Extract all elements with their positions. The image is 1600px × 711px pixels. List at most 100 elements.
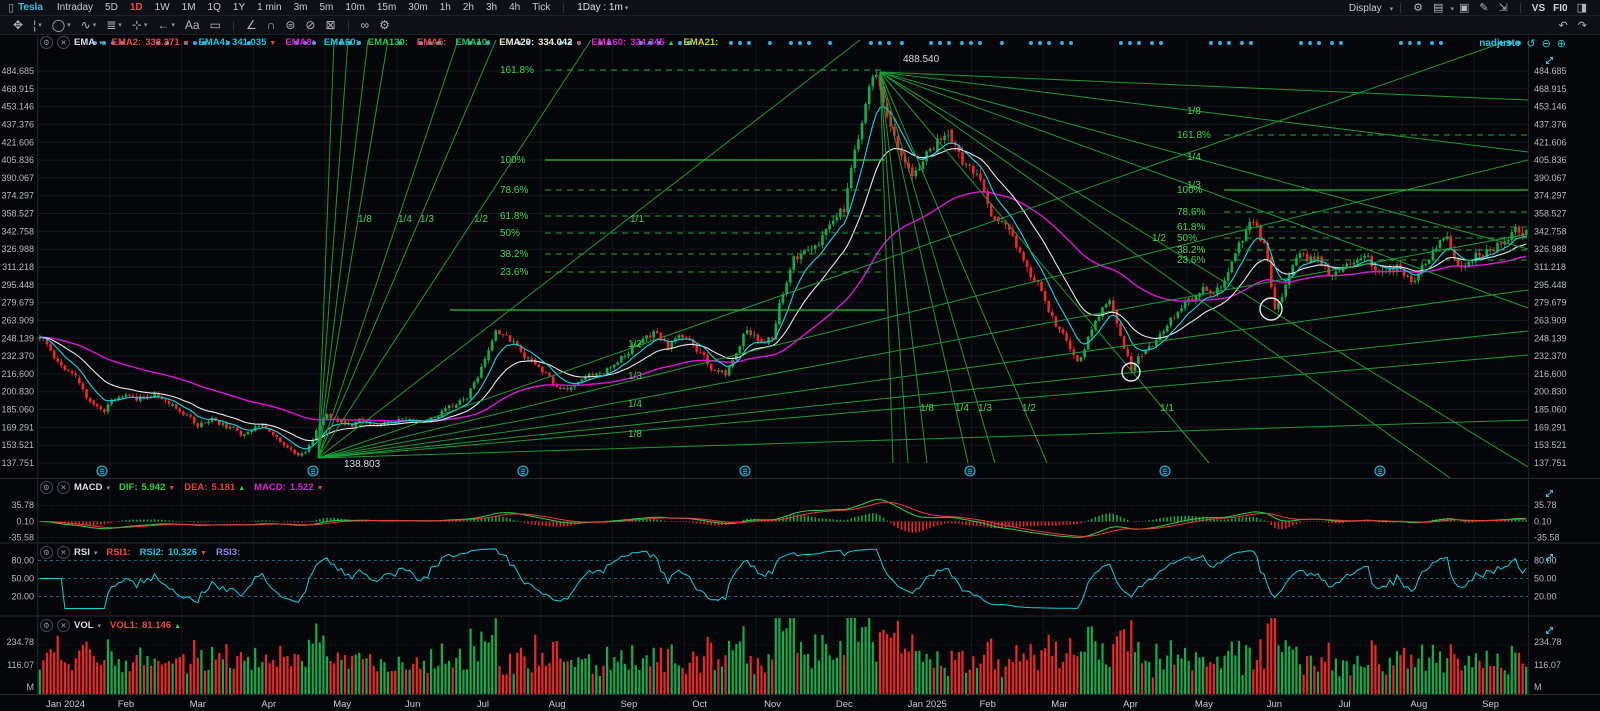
svg-text:488.540: 488.540 bbox=[903, 54, 940, 65]
adjust-label[interactable]: nadjuste bbox=[1479, 38, 1521, 49]
timeframe-1W[interactable]: 1W bbox=[154, 2, 170, 13]
timeframe-Intraday[interactable]: Intraday bbox=[56, 2, 94, 13]
timeframe-5D[interactable]: 5D bbox=[105, 2, 118, 13]
indicator-close-icon[interactable]: ✕ bbox=[57, 36, 70, 49]
zoom-in-icon[interactable]: ⊕ bbox=[1556, 38, 1566, 50]
symbol-label[interactable]: Tesla bbox=[18, 2, 43, 13]
timeframe-30m[interactable]: 30m bbox=[408, 2, 428, 13]
side-panel-icon[interactable]: ◨ bbox=[1576, 2, 1587, 14]
tool-list: ✥ ¦ ▾ ◯ ▾ ∿ ▾ ≣ ▾ ⊹ ▾ ← ▾ Aa ▭ ∠ ∩ ⊜ ⊘ ⊠ ∞ ⚙ bbox=[8, 18, 395, 32]
chevron-down-icon: ▾ bbox=[99, 39, 103, 47]
svg-text:358.527: 358.527 bbox=[1534, 209, 1567, 219]
svg-text:Jan 2024: Jan 2024 bbox=[46, 699, 85, 710]
camera-icon[interactable]: ▣ bbox=[1458, 2, 1470, 14]
delete-tool[interactable]: ⊠ bbox=[325, 18, 335, 32]
rsi-label[interactable]: RSI bbox=[74, 547, 90, 558]
timeframe-1M[interactable]: 1M bbox=[181, 2, 196, 13]
svg-text:279.679: 279.679 bbox=[1534, 298, 1567, 308]
timeframe-15m[interactable]: 15m bbox=[376, 2, 397, 13]
text-tool[interactable]: Aa bbox=[185, 18, 200, 32]
timeframe-3h[interactable]: 3h bbox=[486, 2, 498, 13]
display-menu[interactable]: Display bbox=[1348, 3, 1382, 14]
interval-selector[interactable]: 1Day : 1m ▾ bbox=[577, 2, 629, 13]
compare-tool[interactable]: ∞ bbox=[361, 18, 370, 32]
shapes-tool[interactable]: ◯ ▾ bbox=[52, 18, 71, 32]
triangle-down-icon: ▼ bbox=[200, 550, 207, 557]
magnet-tool[interactable]: ∩ bbox=[267, 18, 276, 32]
svg-text:1/4: 1/4 bbox=[1187, 152, 1201, 163]
indicator-value: DIF: 5.942 ▼ bbox=[119, 482, 175, 493]
indicator-item-label: EMA2: bbox=[111, 37, 142, 48]
settings-tool[interactable]: ⚙ bbox=[379, 18, 390, 32]
timeframe-1min[interactable]: 1 min bbox=[257, 2, 282, 13]
arrow-tool[interactable]: ← ▾ bbox=[157, 18, 175, 32]
fullscreen-icon[interactable]: ⇲ bbox=[1498, 2, 1508, 14]
vs-compare-button[interactable]: VS bbox=[1531, 3, 1546, 14]
svg-text:185.060: 185.060 bbox=[1, 405, 34, 415]
indicator-close-icon[interactable]: ✕ bbox=[57, 546, 70, 559]
svg-text:390.067: 390.067 bbox=[1534, 173, 1567, 183]
svg-text:137.751: 137.751 bbox=[1534, 458, 1567, 468]
timeframe-4h[interactable]: 4h bbox=[509, 2, 521, 13]
timeframe-1h[interactable]: 1h bbox=[439, 2, 451, 13]
indicator-item-value: 5.942 bbox=[141, 482, 166, 493]
indicator-item-value: 81.146 bbox=[142, 620, 172, 631]
svg-text:1/8: 1/8 bbox=[358, 214, 372, 225]
undo-button[interactable]: ↶ bbox=[1558, 19, 1568, 32]
indicator-value: DEA: 5.181 ▲ bbox=[184, 482, 245, 493]
polyline-tool[interactable]: ∿ ▾ bbox=[81, 18, 97, 32]
timeframe-3m[interactable]: 3m bbox=[293, 2, 308, 13]
pitchfork-tool[interactable]: ⊹ ▾ bbox=[132, 18, 148, 32]
restore-icon[interactable]: ↺ bbox=[1526, 38, 1536, 50]
svg-text:61.8%: 61.8% bbox=[500, 211, 528, 222]
hide-tool[interactable]: ⊘ bbox=[305, 18, 315, 32]
cursor-tool[interactable]: ¦ ▾ bbox=[33, 18, 42, 32]
svg-text:May: May bbox=[333, 699, 351, 710]
zoom-out-icon[interactable]: ⊖ bbox=[1541, 38, 1551, 50]
window-icon[interactable]: ▯ bbox=[8, 2, 15, 14]
edit-icon[interactable]: ✎ bbox=[1479, 2, 1489, 14]
redo-button[interactable]: ↷ bbox=[1577, 19, 1587, 32]
indicator-value: RSI2: 10.326 ▼ bbox=[140, 547, 207, 558]
indicator-item-label: RSI3: bbox=[215, 547, 241, 558]
svg-text:200.830: 200.830 bbox=[1534, 387, 1567, 397]
vol-label[interactable]: VOL bbox=[74, 620, 94, 631]
move-tool[interactable]: ✥ bbox=[13, 18, 23, 32]
timeframe-Tick[interactable]: Tick bbox=[532, 2, 551, 13]
comment-tool[interactable]: ▭ bbox=[210, 18, 221, 32]
timeframe-1Q[interactable]: 1Q bbox=[207, 2, 221, 13]
angle-tool[interactable]: ∠ bbox=[246, 18, 257, 32]
timeframe-1D[interactable]: 1D bbox=[129, 2, 143, 13]
timeframe-1Y[interactable]: 1Y bbox=[232, 2, 246, 13]
layout-icon[interactable]: ▤ bbox=[1433, 2, 1444, 14]
svg-text:468.915: 468.915 bbox=[1, 84, 34, 94]
macd-label[interactable]: MACD bbox=[74, 482, 103, 493]
toolbar-right: Display ▾ ⚙ ▤ ▾ ▣ ✎ ⇲ VS FI0 ◨ bbox=[1343, 1, 1592, 14]
ema-label[interactable]: EMA bbox=[74, 37, 96, 48]
channel-tool[interactable]: ≣ ▾ bbox=[106, 18, 122, 32]
indicator-settings-icon[interactable]: ⚙ bbox=[40, 546, 53, 559]
svg-text:169.291: 169.291 bbox=[1534, 422, 1567, 432]
svg-text:-35.58: -35.58 bbox=[1534, 533, 1560, 543]
svg-text:M: M bbox=[27, 682, 35, 692]
svg-text:1/3: 1/3 bbox=[1187, 180, 1201, 191]
fio-button[interactable]: FI0 bbox=[1553, 3, 1568, 14]
indicator-close-icon[interactable]: ✕ bbox=[57, 619, 70, 632]
layers-tool[interactable]: ⊜ bbox=[285, 18, 295, 32]
svg-text:Aug: Aug bbox=[1410, 699, 1427, 710]
svg-text:61.8%: 61.8% bbox=[1177, 222, 1205, 233]
indicator-close-icon[interactable]: ✕ bbox=[57, 481, 70, 494]
indicator-settings-icon[interactable]: ⚙ bbox=[40, 619, 53, 632]
svg-text:326.988: 326.988 bbox=[1, 244, 34, 254]
move-tool-glyph: ✥ bbox=[13, 18, 24, 32]
timeframe-10m[interactable]: 10m bbox=[345, 2, 365, 13]
svg-text:Sep: Sep bbox=[1482, 699, 1499, 710]
timeframe-2h[interactable]: 2h bbox=[462, 2, 474, 13]
indicator-settings-icon[interactable]: ⚙ bbox=[40, 36, 53, 49]
timeframe-5m[interactable]: 5m bbox=[319, 2, 334, 13]
svg-text:234.78: 234.78 bbox=[6, 637, 34, 647]
settings-icon[interactable]: ⚙ bbox=[1413, 2, 1424, 14]
svg-text:1/8: 1/8 bbox=[628, 429, 642, 440]
indicator-settings-icon[interactable]: ⚙ bbox=[40, 481, 53, 494]
